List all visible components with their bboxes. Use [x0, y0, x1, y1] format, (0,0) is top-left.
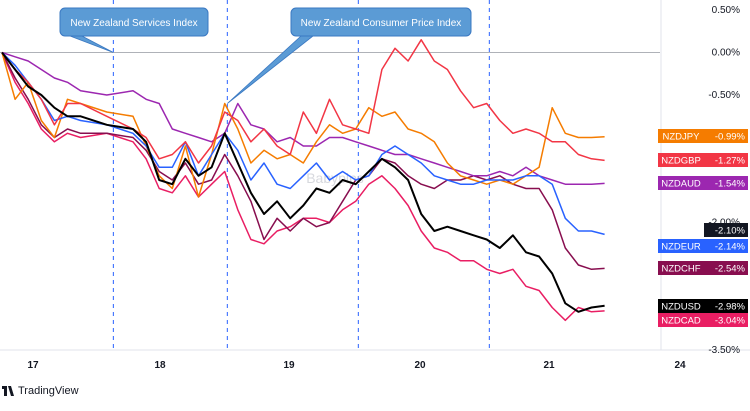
series-name-tag [658, 129, 704, 143]
series-name-label: NZDAUD [661, 179, 701, 190]
series-line-nzdjpy [1, 52, 605, 198]
series-value-tag [704, 153, 748, 167]
series-value-label: -3.04% [715, 316, 746, 327]
y-tick-label: -0.50% [708, 90, 740, 101]
annotation-box [290, 7, 472, 37]
series-name-label: NZDCHF [661, 264, 700, 275]
series-name-tag [658, 261, 704, 275]
grid [0, 0, 750, 351]
series-line-nzdcad [1, 52, 605, 322]
annotations: New Zealand Services Index New Zealand Co… [59, 7, 472, 104]
series-value-label: -0.99% [715, 132, 746, 143]
series-value-label: -2.14% [715, 242, 746, 253]
series-name-tag [658, 239, 704, 253]
series-line-nzdchf [1, 52, 605, 271]
series-name-label: NZDCAD [661, 316, 701, 327]
series-value-tag [704, 129, 748, 143]
series-line-nzdaud [1, 51, 605, 185]
series-name-label: NZDGBP [661, 156, 701, 167]
price-marker-label: -2.10% [715, 226, 746, 237]
series-line-nzdeur [1, 51, 605, 236]
x-tick-label: 17 [27, 360, 39, 371]
tradingview-brand: TradingView [18, 385, 79, 397]
x-axis: 17 18 19 20 21 24 [27, 360, 686, 371]
series-value-label: -1.27% [715, 156, 746, 167]
series-value-labels: NZDJPY -0.99% NZDGBP -1.27% NZDAUD -1.54% NZDE… [658, 129, 748, 327]
x-tick-label: 20 [414, 360, 426, 371]
series-name-label: NZDUSD [661, 302, 701, 313]
y-tick-label: 0.50% [712, 5, 740, 16]
x-tick-label: 24 [674, 360, 686, 371]
y-tick-label: 0.00% [712, 48, 740, 59]
series-value-tag [704, 176, 748, 190]
series-value-label: -1.54% [715, 179, 746, 190]
series-value-label: -2.54% [715, 264, 746, 275]
annotation-box [59, 7, 209, 37]
series-value-tag [704, 299, 748, 313]
tradingview-logo-icon [2, 386, 14, 396]
x-tick-label: 18 [154, 360, 166, 371]
tradingview-footer: TradingView [2, 385, 79, 397]
series-line-nzdusd [1, 51, 605, 313]
series-lines [1, 39, 605, 322]
price-marker-tag [704, 223, 748, 237]
series-name-label: NZDJPY [663, 132, 701, 143]
series-value-tag [704, 313, 748, 327]
series-name-tag [658, 313, 704, 327]
series-value-tag [704, 261, 748, 275]
annotation-pointer [69, 35, 114, 53]
series-value-tag [704, 239, 748, 253]
series-name-label: NZDEUR [661, 242, 701, 253]
x-tick-label: 19 [283, 360, 295, 371]
series-name-tag [658, 176, 704, 190]
annotation-pointer [227, 35, 315, 104]
series-name-tag [658, 299, 704, 313]
y-tick-label: -3.50% [708, 345, 740, 356]
series-value-label: -2.98% [715, 302, 746, 313]
annotation-text: New Zealand Services Index [70, 18, 197, 29]
series-line-nzdgbp [1, 39, 605, 164]
x-tick-label: 21 [543, 360, 555, 371]
series-name-tag [658, 153, 704, 167]
annotation-text: New Zealand Consumer Price Index [301, 18, 462, 29]
